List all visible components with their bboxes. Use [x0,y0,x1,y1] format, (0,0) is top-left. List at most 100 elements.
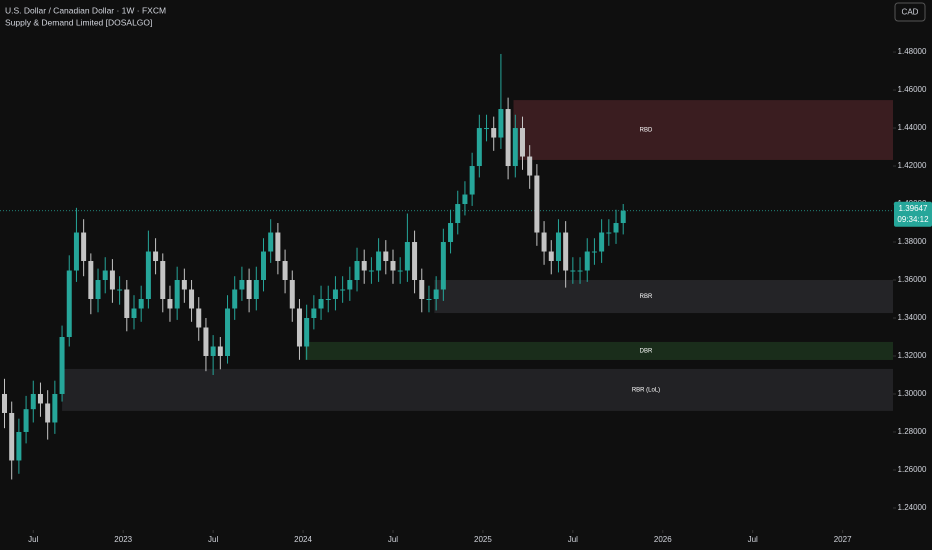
candle-body [455,204,461,224]
candle-body [390,261,396,271]
candle-body [196,308,202,328]
candle-body [591,251,597,253]
candle-body [304,318,310,347]
zone [513,100,893,160]
candle-body [181,280,187,290]
candle-body [117,289,123,291]
zone [304,341,893,360]
candle-body [368,270,374,272]
candle-body [534,175,540,233]
candle-body [519,128,525,157]
candle-body [448,223,454,243]
candle-body [325,299,331,301]
currency-label[interactable]: CAD [902,8,919,17]
chart-subtitle: Supply & Demand Limited [DOSALGO] [5,17,152,27]
candle-body [210,346,216,356]
x-tick-label: Jul [748,535,758,544]
candle-body [440,242,446,290]
candle-body [404,242,410,271]
candle-body [66,270,72,337]
candle-body [555,232,561,262]
x-tick-label: 2023 [114,535,132,544]
candle-body [584,251,590,271]
price-tag-value: 1.39647 [899,204,928,213]
candle-body [570,270,576,272]
candle-body [318,299,324,309]
candle-body [620,210,626,224]
candle-body [376,251,382,271]
x-tick-label: 2026 [654,535,672,544]
candle-body [469,166,475,195]
candle-body [88,261,94,300]
candle-body [412,242,418,281]
y-tick-label: 1.42000 [898,161,927,170]
candle-body [282,261,288,281]
zone [434,280,893,314]
y-tick-label: 1.28000 [898,427,927,436]
zone [62,368,893,411]
zone-label: RBR [640,294,653,300]
candle-body [332,289,338,300]
candle-body [512,128,518,167]
candle-body [124,289,130,318]
candle-body [397,270,403,272]
candle-body [37,393,43,404]
candle-body [30,393,36,410]
candle-body [95,280,101,300]
candle-body [246,280,252,300]
candle-body [145,251,151,300]
candle-body [253,280,259,300]
candle-body [138,299,144,309]
candle-body [239,280,245,290]
y-tick-label: 1.38000 [898,237,927,246]
candle-body [613,223,619,233]
x-tick-label: Jul [28,535,38,544]
candle-body [541,232,547,252]
zone-label: RBR (LoL) [632,387,660,393]
y-tick-label: 1.30000 [898,389,927,398]
candle-body [433,289,439,300]
candle-body [491,128,497,138]
candle-body [476,128,482,167]
candle-body [275,232,281,262]
candle-body [354,261,360,281]
candle-body [606,232,612,234]
candle-body [189,289,195,309]
candle-body [383,251,389,262]
candle-body [73,232,79,271]
zone-label: DBR [640,349,653,355]
price-tag [894,201,932,227]
candle-body [296,308,302,347]
y-tick-label: 1.36000 [898,275,927,284]
candle-body [563,232,569,271]
candle-body [419,280,425,300]
currency-button[interactable] [894,2,926,22]
candle-body [174,280,180,309]
candle-body [109,270,115,290]
candle-body [289,280,295,309]
candle-body [347,280,353,290]
candle-body [484,128,490,130]
candle-body [225,308,231,356]
x-tick-label: Jul [568,535,578,544]
candle-body [131,308,137,318]
y-tick-label: 1.44000 [898,123,927,132]
x-tick-label: Jul [208,535,218,544]
candle-body [160,261,166,300]
candle-body [217,346,223,356]
zone-label: RBD [640,128,653,134]
price-tag-countdown: 09:34:12 [897,215,929,224]
candle-body [577,270,583,272]
y-tick-label: 1.26000 [898,465,927,474]
candle-body [361,261,367,271]
candle-body [311,308,317,318]
candle-body [45,403,51,423]
x-tick-label: Jul [388,535,398,544]
candle-body [340,289,346,291]
y-tick-label: 1.34000 [898,313,927,322]
candle-body [153,251,159,262]
x-tick-label: 2024 [294,535,312,544]
candle-body [232,289,238,309]
